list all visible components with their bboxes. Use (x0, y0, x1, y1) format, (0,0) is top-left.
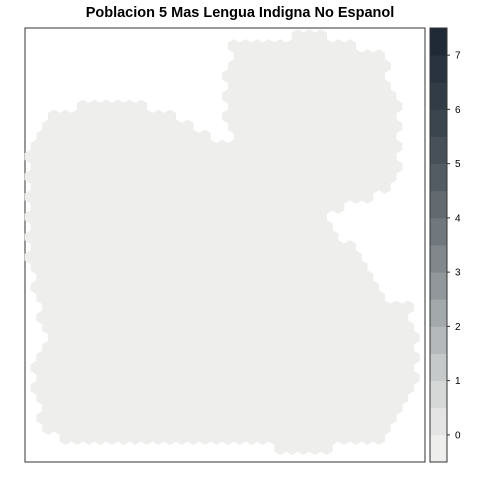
legend-color-step (430, 28, 447, 56)
legend-tick-label: 7 (455, 51, 461, 62)
legend-color-step (430, 82, 447, 110)
legend-tick-label: 6 (455, 105, 461, 116)
legend-color-step (430, 299, 447, 327)
legend-color-step (430, 217, 447, 246)
legend-tick-label: 2 (455, 322, 461, 333)
legend-color-step (430, 407, 447, 436)
legend-color-step (430, 190, 447, 219)
chart-title: Poblacion 5 Mas Lengua Indigna No Espano… (86, 5, 395, 21)
legend-tick-label: 5 (455, 159, 461, 170)
color-legend: 0 1 2 3 4 5 6 7 (429, 27, 461, 463)
legend-color-step (430, 434, 447, 463)
legend-frame (429, 27, 448, 463)
legend-color-step (430, 55, 447, 83)
legend-color-step (430, 163, 447, 192)
legend-color-step (430, 109, 447, 137)
hex-background-cells (24, 29, 420, 456)
legend-tick-label: 3 (455, 268, 461, 279)
legend-tick-label: 4 (455, 213, 461, 224)
legend-color-step (430, 136, 447, 165)
legend-tick-label: 0 (455, 430, 461, 441)
legend-color-step (430, 326, 447, 354)
legend-color-step (430, 272, 447, 300)
legend-color-step (430, 245, 447, 273)
legend-color-step (430, 380, 447, 409)
legend-tick-label: 1 (455, 376, 461, 387)
legend-color-step (430, 353, 447, 382)
